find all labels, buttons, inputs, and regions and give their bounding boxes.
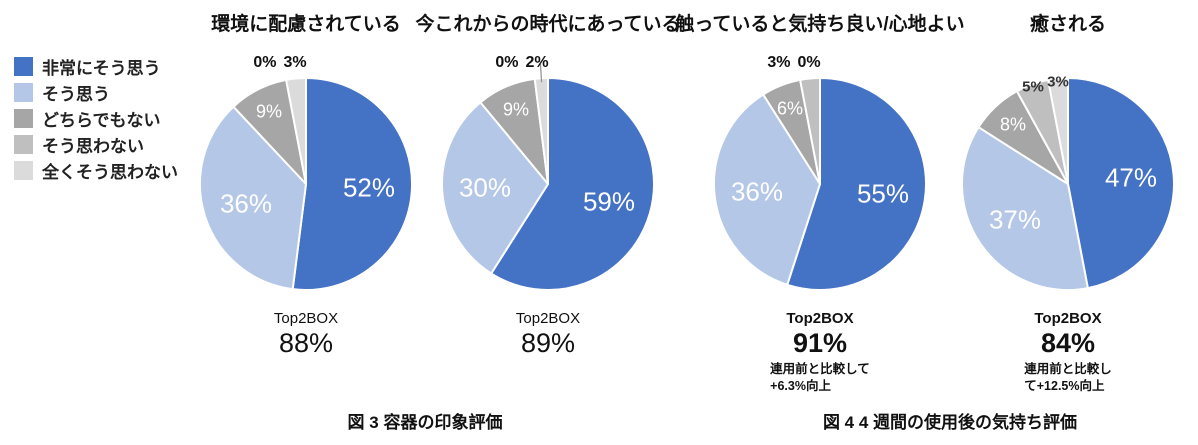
slice-label: 0% [495, 54, 519, 71]
pie-svg [441, 64, 655, 291]
note-line: て+12.5%向上 [1024, 378, 1105, 393]
note-line: 連用前と比較し [1024, 362, 1112, 376]
legend-item: 全くそう思わない [14, 160, 178, 182]
pie-svg [961, 77, 1175, 291]
legend-item: そう思わない [14, 134, 178, 156]
note-line: 連用前と比較して [770, 362, 870, 376]
pie-chart-fits-the-times: 今これからの時代にあっている 59% 30% 9% 0% 2% Top2BOX 89% [415, 10, 680, 361]
legend-swatch-agree [14, 82, 33, 102]
top2box-label: Top2BOX [786, 310, 854, 327]
slice-label: 9% [502, 99, 530, 120]
note-line: +6.3%向上 [770, 378, 831, 393]
slice-label: 0% [797, 54, 821, 71]
slice-label: 5% [1022, 78, 1044, 96]
pie-feels-good-to-touch: 55% 36% 6% 3% 0% [700, 54, 940, 304]
pie-chart-feels-good-to-touch: 触っていると気持ち良い/心地よい 55% 36% 6% 3% 0% Top2BOX 91… [675, 10, 964, 395]
top2box-label: Top2BOX [515, 310, 581, 327]
legend-label: 非常にそう思う [42, 58, 161, 78]
slice-label: 3% [283, 54, 307, 71]
top2box-value: 91% [792, 328, 848, 358]
slice-label: 9% [255, 101, 283, 122]
top2box-value: 88% [278, 328, 334, 358]
pie-svg [199, 77, 413, 291]
slice-label: 30% [458, 172, 512, 203]
legend-label: そう思わない [42, 136, 144, 156]
comparison-note: 連用前と比較し て+12.5%向上 [1024, 361, 1112, 395]
slice-label: 8% [999, 114, 1027, 135]
comparison-note: 連用前と比較して +6.3%向上 [770, 361, 870, 395]
legend-swatch-strongly-disagree [14, 160, 33, 180]
figure3-caption: 図 3 容器の印象評価 [347, 413, 503, 432]
legend-swatch-neutral [14, 108, 33, 128]
top2box-value: 89% [520, 328, 576, 358]
slice-label: 36% [730, 176, 784, 207]
top2box-value: 84% [1040, 328, 1096, 358]
chart-title: 触っていると気持ち良い/心地よい [675, 14, 965, 35]
chart-title: 環境に配慮されている [211, 14, 401, 35]
chart-title: 今これからの時代にあっている [415, 14, 681, 35]
pie-chart-eco-friendly: 環境に配慮されている 52% 36% 9% 0% 3% Top2BOX 88% [186, 10, 426, 361]
top2box-label: Top2BOX [1034, 310, 1102, 327]
pie-fits-the-times: 59% 30% 9% 0% 2% [428, 54, 668, 304]
legend-item: 非常にそう思う [14, 56, 178, 78]
slice-label: 52% [342, 172, 396, 203]
slice-label: 55% [856, 178, 910, 209]
slice-label: 3% [767, 54, 791, 71]
pie-eco-friendly: 52% 36% 9% 0% 3% [186, 54, 426, 304]
slice-label: 2% [525, 54, 549, 71]
outside-slice-labels: 0% 2% [495, 54, 548, 72]
legend-swatch-strongly-agree [14, 56, 33, 76]
chart-title: 癒される [1029, 14, 1107, 35]
pie-svg [713, 77, 927, 291]
outside-slice-labels: 3% 0% [767, 54, 820, 72]
slice-label: 47% [1104, 162, 1158, 193]
slice-label: 59% [582, 186, 636, 217]
top2box-label: Top2BOX [273, 310, 339, 327]
leader-line [539, 64, 543, 83]
legend: 非常にそう思う そう思う どちらでもない そう思わない 全くそう思わない [14, 56, 178, 186]
pie-healing: 47% 37% 8% 5% 3% [948, 64, 1188, 304]
figure4-caption: 図 4 4 週間の使用後の気持ち評価 [822, 413, 1078, 432]
legend-label: 全くそう思わない [42, 162, 178, 182]
legend-label: どちらでもない [42, 110, 161, 130]
slice-label: 36% [219, 188, 273, 219]
slice-label: 3% [1047, 73, 1069, 91]
outside-slice-labels: 0% 3% [253, 54, 306, 72]
legend-item: どちらでもない [14, 108, 178, 130]
slice-label: 0% [253, 54, 277, 71]
slice-label: 37% [988, 204, 1042, 235]
pie-chart-healing: 癒される 47% 37% 8% 5% 3% Top2BOX 84% 連用前と比較し て+… [948, 10, 1188, 395]
legend-label: そう思う [42, 84, 110, 104]
legend-swatch-disagree [14, 134, 33, 154]
slice-label: 6% [776, 98, 804, 119]
legend-item: そう思う [14, 82, 178, 104]
